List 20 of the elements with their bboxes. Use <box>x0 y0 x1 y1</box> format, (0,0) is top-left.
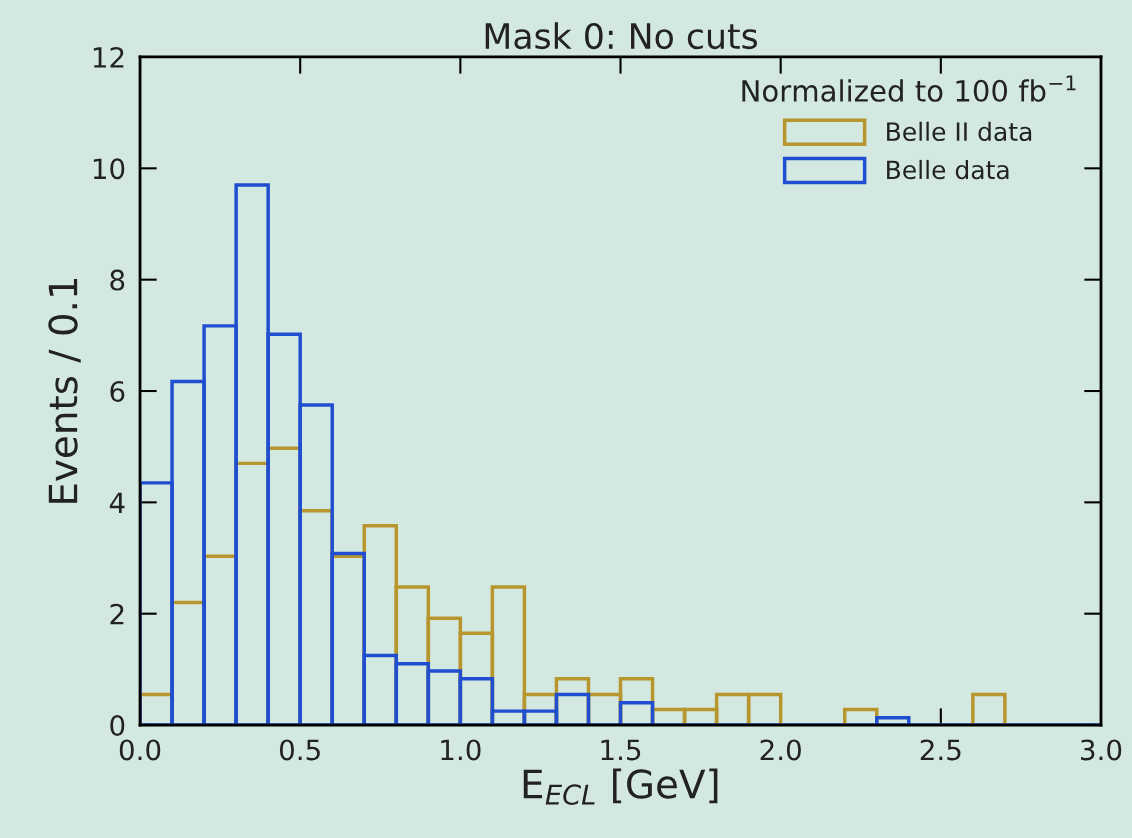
legend-title: Normalized to 100 fb$^{−1}$ <box>742 75 1076 102</box>
x-tick-label: 0.5 <box>279 739 320 761</box>
legend-label: Belle II data <box>887 121 1032 142</box>
y-tick-label: 6 <box>110 380 125 402</box>
y-tick-label: 0 <box>110 714 125 736</box>
y-tick-label: 12 <box>93 46 124 68</box>
x-axis-title: E$_{ECL}$ [GeV] <box>523 768 718 805</box>
y-axis-title: Events / 0.1 <box>48 278 81 503</box>
legend-label: Belle data <box>887 159 1009 180</box>
x-tick-label: 0.0 <box>119 739 161 761</box>
y-tick-label: 4 <box>109 492 125 513</box>
x-tick-label: 1.0 <box>441 739 481 761</box>
x-tick-label: 2.0 <box>760 739 801 761</box>
x-tick-label: 3.0 <box>1081 739 1122 761</box>
x-tick-label: 2.5 <box>920 739 961 761</box>
y-tick-label: 8 <box>110 269 125 291</box>
chart-title: Mask 0: No cuts <box>485 22 757 50</box>
y-tick-label: 2 <box>110 603 124 625</box>
x-tick-label: 1.5 <box>601 739 641 761</box>
y-tick-label: 10 <box>93 158 125 180</box>
